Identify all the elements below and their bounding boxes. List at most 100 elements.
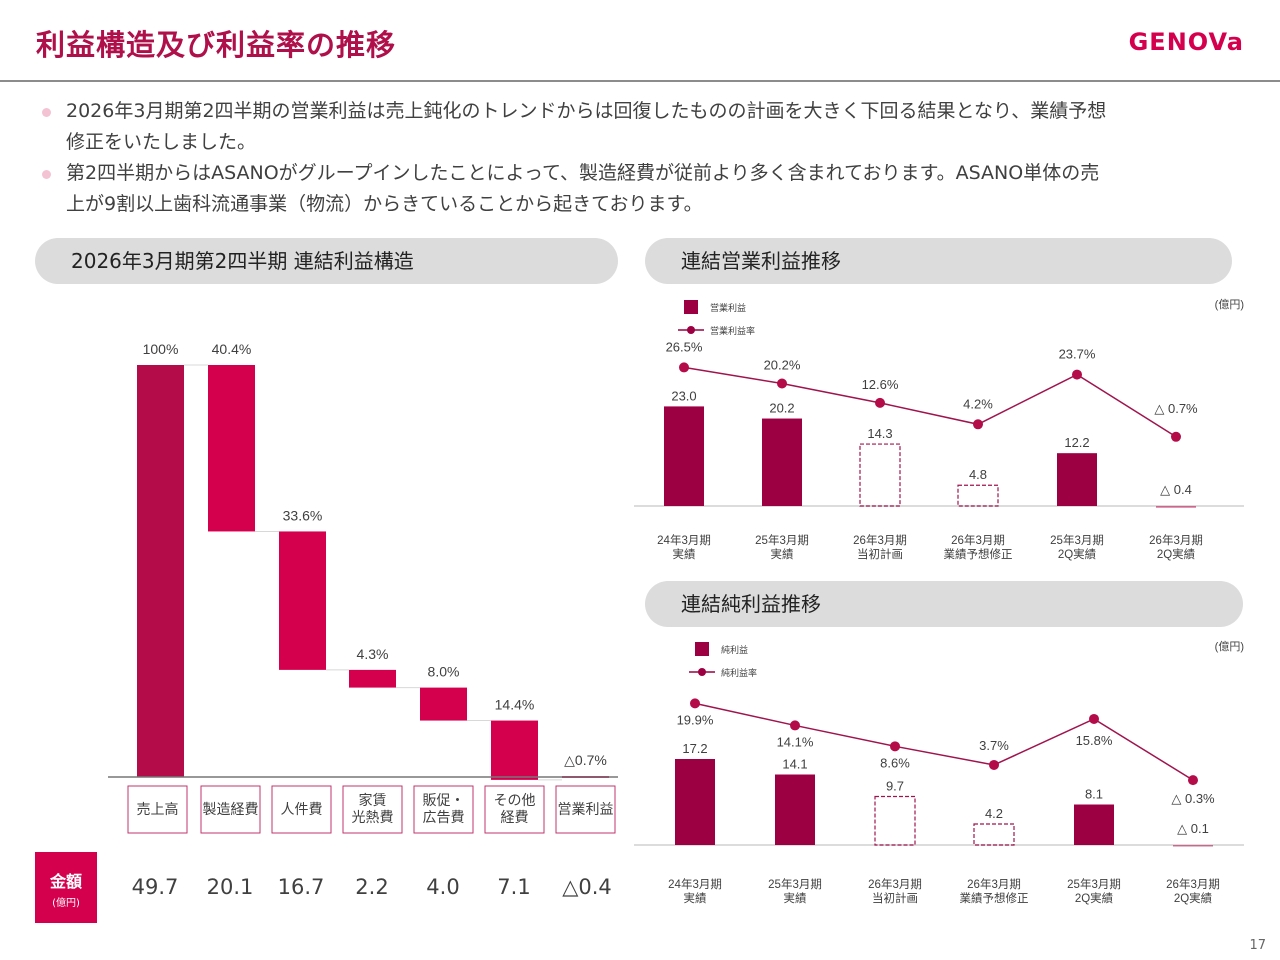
category-label: 26年3月期	[1166, 877, 1220, 891]
category-label: 広告費	[423, 809, 465, 825]
bar	[762, 418, 802, 506]
percent-label: 14.4%	[495, 697, 535, 713]
bar-value-label: 12.2	[1064, 435, 1089, 450]
rate-point	[1072, 369, 1082, 380]
amount-value: 16.7	[277, 875, 325, 899]
category-label: 25年3月期	[1067, 877, 1121, 891]
summary-bullets: 2026年3月期第2四半期の営業利益は売上鈍化のトレンドからは回復したものの計画…	[38, 96, 1238, 220]
percent-label: 100%	[143, 341, 179, 357]
category-label: 営業利益	[558, 801, 614, 817]
bar-value-label: 17.2	[682, 741, 707, 756]
bar	[1057, 453, 1097, 506]
waterfall-bar	[137, 365, 184, 777]
category-label: 業績予想修正	[960, 891, 1029, 905]
bar	[1074, 804, 1114, 845]
legend-line-marker	[698, 668, 706, 676]
legend-bar-swatch	[695, 642, 709, 656]
category-box	[342, 785, 403, 834]
category-label: 2Q実績	[1157, 547, 1196, 561]
category-label: 26年3月期	[853, 533, 907, 547]
category-label: 実績	[784, 891, 807, 905]
category-label: 24年3月期	[657, 533, 711, 547]
bar-value-label: 14.1	[782, 757, 807, 772]
rate-point	[790, 720, 800, 731]
bullet-item: 2026年3月期第2四半期の営業利益は売上鈍化のトレンドからは回復したものの計画…	[38, 96, 1238, 158]
bar	[1156, 506, 1196, 508]
rate-label: 23.7%	[1059, 347, 1096, 362]
amount-value: 49.7	[131, 875, 179, 899]
category-label: 当初計画	[857, 547, 903, 561]
rate-point	[1089, 713, 1099, 724]
bullet-text: 上が9割以上歯科流通事業（物流）からきていることから起きております。	[66, 193, 703, 215]
category-label: 24年3月期	[668, 877, 722, 891]
bar-value-label: 8.1	[1085, 787, 1103, 802]
bar-value-label: 14.3	[867, 426, 892, 441]
category-box	[413, 785, 474, 834]
bullet-text: 第2四半期からはASANOがグループインしたことによって、製造経費が従前より多く…	[66, 162, 1100, 184]
page-title: 利益構造及び利益率の推移	[36, 28, 397, 62]
legend-bar-label: 営業利益	[710, 302, 746, 313]
legend-line-label: 営業利益率	[710, 325, 755, 336]
category-label: 26年3月期	[868, 877, 922, 891]
rate-point	[890, 741, 900, 752]
bar	[775, 774, 815, 845]
rate-label: 26.5%	[666, 339, 703, 354]
bar-forecast	[859, 443, 901, 507]
net-section-title: 連結純利益推移	[645, 581, 1243, 627]
waterfall-section-title: 2026年3月期第2四半期 連結利益構造	[35, 238, 618, 284]
waterfall-bar	[349, 669, 396, 688]
waterfall-bar	[208, 365, 255, 532]
category-label: 2Q実績	[1058, 547, 1097, 561]
category-label: 当初計画	[872, 891, 918, 905]
rate-point	[973, 419, 983, 430]
category-label: 人件費	[281, 801, 323, 817]
amount-label: 金額	[49, 872, 82, 891]
category-label: 2Q実績	[1174, 891, 1213, 905]
category-label: 売上高	[137, 801, 179, 817]
waterfall-bar	[279, 531, 326, 670]
percent-label: 40.4%	[212, 341, 252, 357]
category-label: 光熱費	[352, 809, 394, 825]
category-label: 26年3月期	[1149, 533, 1203, 547]
bar	[675, 759, 715, 845]
rate-point	[1188, 775, 1198, 786]
rate-line	[683, 366, 1177, 438]
bar-value-label: 4.2	[985, 806, 1003, 821]
rate-point	[875, 397, 885, 408]
percent-label: 4.3%	[357, 646, 389, 662]
legend-line-marker	[687, 326, 695, 334]
category-label: 家賃	[359, 792, 387, 808]
rate-point	[690, 698, 700, 709]
bar-value-label: △ 0.4	[1160, 482, 1192, 497]
rate-point	[777, 378, 787, 389]
bar-value-label: 23.0	[671, 388, 696, 403]
waterfall-bar	[491, 720, 538, 780]
waterfall-bar	[420, 687, 467, 721]
category-label: その他	[494, 792, 536, 808]
amount-value: 7.1	[497, 875, 531, 899]
legend-bar-swatch	[684, 300, 698, 314]
category-label: 実績	[673, 547, 696, 561]
rate-label: 4.2%	[963, 396, 993, 411]
rate-label: △ 0.7%	[1154, 401, 1198, 416]
rate-label: 3.7%	[979, 738, 1009, 753]
percent-label: △0.7%	[564, 752, 607, 768]
rate-label: 20.2%	[764, 357, 801, 372]
category-label: 26年3月期	[951, 533, 1005, 547]
unit-label: (億円)	[1215, 640, 1244, 653]
category-label: 2Q実績	[1075, 891, 1114, 905]
rate-label: 19.9%	[677, 712, 714, 727]
rate-label: 8.6%	[880, 755, 910, 770]
amount-value: 4.0	[426, 875, 460, 899]
percent-label: 33.6%	[283, 507, 323, 523]
rate-label: 15.8%	[1076, 733, 1113, 748]
bar-value-label: △ 0.1	[1177, 821, 1209, 836]
bar-forecast	[973, 823, 1015, 846]
header-divider	[0, 80, 1280, 82]
bar-value-label: 9.7	[886, 779, 904, 794]
rate-line	[694, 702, 1194, 781]
bullet-text: 2026年3月期第2四半期の営業利益は売上鈍化のトレンドからは回復したものの計画…	[66, 100, 1107, 122]
bar-value-label: 4.8	[969, 467, 987, 482]
